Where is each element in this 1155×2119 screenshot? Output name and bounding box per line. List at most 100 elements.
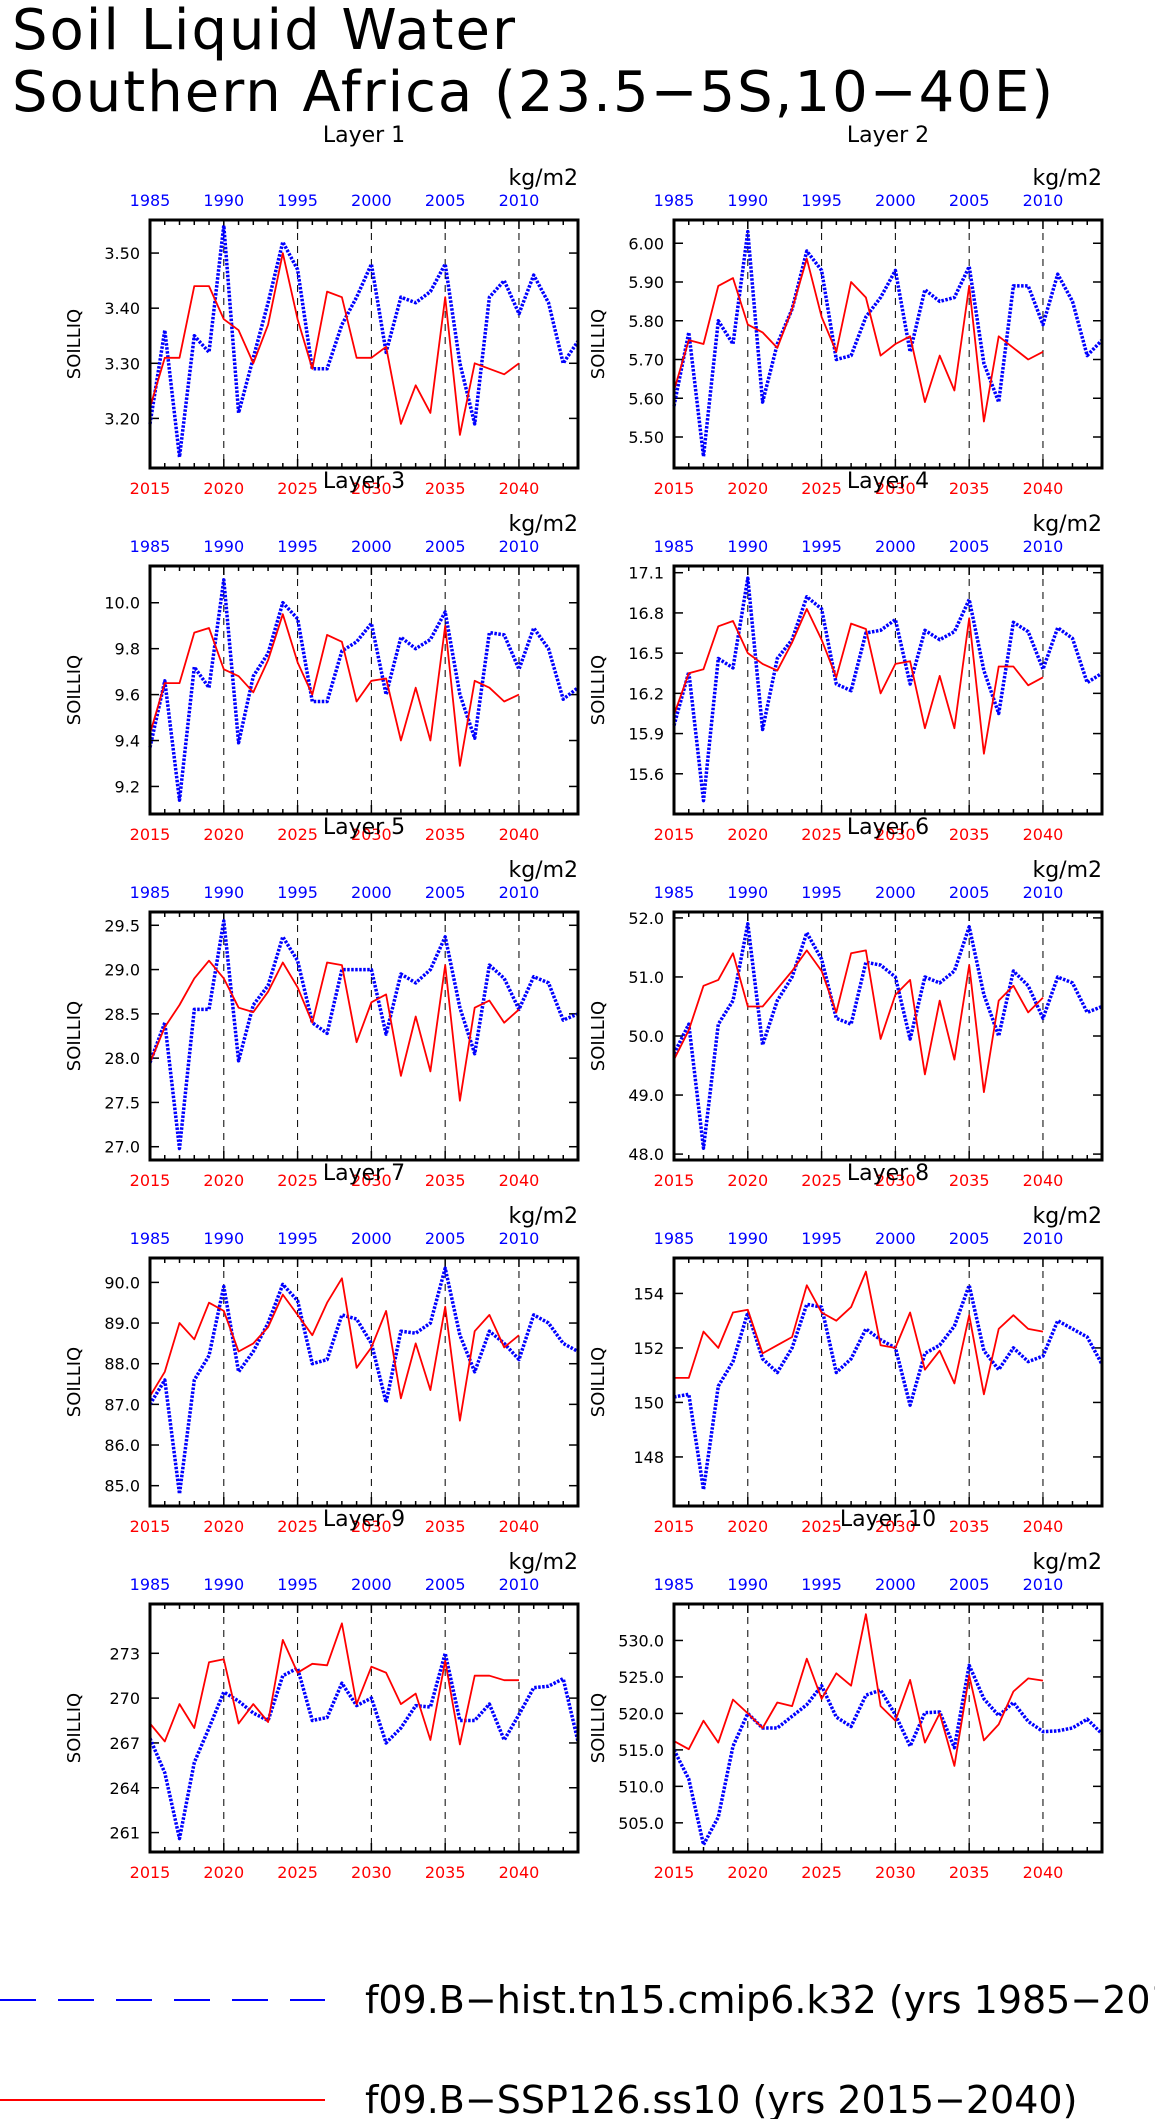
- series-line-ssp: [673, 1613, 1044, 1767]
- x-tick-label-bottom: 2015: [130, 825, 171, 844]
- y-tick-label: 270: [109, 1689, 140, 1708]
- x-tick-label-bottom: 2030: [875, 1171, 916, 1190]
- x-tick-label-bottom: 2020: [203, 1517, 244, 1536]
- y-tick-label: 267: [109, 1734, 140, 1753]
- x-tick-label-top: 1990: [203, 191, 244, 210]
- x-tick-label-top: 1990: [727, 537, 768, 556]
- plot-frame: [148, 910, 580, 1162]
- x-tick-label-bottom: 2040: [499, 1517, 540, 1536]
- x-tick-label-top: 1995: [801, 537, 842, 556]
- series-line-hist: [672, 229, 1104, 459]
- y-axis-label: SOILLIQ: [588, 309, 609, 379]
- x-tick-label-bottom: 2015: [654, 479, 695, 498]
- x-tick-label-bottom: 2040: [1023, 1863, 1064, 1882]
- x-tick-label-bottom: 2040: [1023, 1171, 1064, 1190]
- chart-title: Layer 7: [323, 1161, 405, 1186]
- y-tick-label: 87.0: [104, 1395, 140, 1414]
- series-line-hist: [148, 1651, 580, 1841]
- series-line-hist: [672, 576, 1103, 803]
- chart-title: Layer 3: [323, 469, 405, 494]
- chart-title: Layer 9: [323, 1507, 405, 1532]
- x-tick-label-top: 1995: [277, 191, 318, 210]
- x-tick-label-top: 1985: [654, 191, 695, 210]
- x-tick-label-top: 2010: [499, 1575, 540, 1594]
- chart-units: kg/m2: [508, 858, 578, 883]
- chart-units: kg/m2: [1032, 512, 1102, 537]
- x-tick-label-bottom: 2030: [351, 1517, 392, 1536]
- y-tick-label: 9.6: [115, 686, 140, 705]
- x-tick-label-top: 1990: [727, 1575, 768, 1594]
- x-tick-label-top: 1995: [277, 537, 318, 556]
- y-tick-label: 3.40: [104, 299, 140, 318]
- x-tick-label-top: 1985: [130, 883, 171, 902]
- x-tick-label-top: 1985: [654, 537, 695, 556]
- y-tick-label: 9.2: [115, 777, 140, 796]
- series-line-hist: [148, 1266, 579, 1496]
- x-tick-label-bottom: 2015: [654, 1517, 695, 1536]
- x-tick-label-top: 1990: [203, 537, 244, 556]
- chart-panel-6: Layer 6 kg/m2 SOILLIQ 2015 2020 2025 2030 2035 2…: [588, 815, 1104, 1190]
- x-tick-label-top: 1995: [801, 1575, 842, 1594]
- x-tick-label-top: 2005: [425, 191, 466, 210]
- chart-panel-9: Layer 9 kg/m2 SOILLIQ 2015 2020 2025 2030 2035 2…: [64, 1507, 580, 1882]
- x-tick-label-bottom: 2030: [875, 479, 916, 498]
- x-tick-label-top: 2000: [875, 1229, 916, 1248]
- y-tick-label: 525.0: [618, 1668, 664, 1687]
- x-tick-label-top: 1990: [203, 883, 244, 902]
- chart-units: kg/m2: [1032, 166, 1102, 191]
- x-tick-label-top: 2005: [425, 883, 466, 902]
- x-tick-label-top: 2000: [351, 1229, 392, 1248]
- y-axis-label: SOILLIQ: [588, 1347, 609, 1417]
- x-tick-label-bottom: 2015: [130, 1863, 171, 1882]
- y-tick-label: 51.0: [628, 968, 664, 987]
- x-tick-label-bottom: 2015: [654, 1863, 695, 1882]
- x-tick-label-bottom: 2025: [277, 1863, 318, 1882]
- y-tick-label: 9.4: [115, 732, 140, 751]
- x-tick-label-bottom: 2035: [949, 479, 990, 498]
- legend: f09.B−hist.tn15.cmip6.k32 (yrs 1985−2014…: [0, 1978, 1155, 2119]
- series-line-ssp: [149, 252, 520, 436]
- x-tick-label-top: 1985: [130, 191, 171, 210]
- legend-label-ssp: f09.B−SSP126.ss10 (yrs 2015−2040): [365, 2078, 1077, 2119]
- series-line-ssp: [673, 257, 1044, 423]
- x-tick-label-bottom: 2025: [277, 825, 318, 844]
- x-tick-label-top: 2000: [351, 191, 392, 210]
- y-tick-label: 86.0: [104, 1436, 140, 1455]
- x-tick-label-top: 1985: [130, 1229, 171, 1248]
- x-tick-label-top: 2010: [1023, 1229, 1064, 1248]
- y-tick-label: 10.0: [104, 594, 140, 613]
- y-axis-label: SOILLIQ: [64, 1347, 85, 1417]
- x-tick-label-bottom: 2030: [875, 1863, 916, 1882]
- chart-title: Layer 1: [323, 123, 405, 148]
- y-tick-label: 6.00: [628, 234, 664, 253]
- y-tick-label: 154: [633, 1284, 664, 1303]
- x-tick-label-bottom: 2035: [425, 1517, 466, 1536]
- x-tick-label-bottom: 2015: [130, 1171, 171, 1190]
- chart-panel-4: Layer 4 kg/m2 SOILLIQ 2015 2020 2025 2030 2035 2…: [588, 469, 1104, 844]
- x-tick-label-bottom: 2025: [801, 1171, 842, 1190]
- chart-units: kg/m2: [1032, 1550, 1102, 1575]
- series-line-ssp: [673, 949, 1044, 1093]
- chart-panel-5: Layer 5 kg/m2 SOILLIQ 2015 2020 2025 2030 2035 2…: [64, 815, 580, 1190]
- x-tick-label-bottom: 2025: [801, 825, 842, 844]
- x-tick-label-top: 2010: [499, 191, 540, 210]
- x-tick-label-top: 2000: [351, 883, 392, 902]
- y-tick-label: 150: [633, 1393, 664, 1412]
- plot-frame: [148, 1602, 580, 1854]
- y-axis-label: SOILLIQ: [64, 309, 85, 379]
- series-line-hist: [673, 1283, 1104, 1492]
- y-tick-label: 27.5: [104, 1093, 140, 1112]
- series-line-hist: [148, 919, 579, 1151]
- x-tick-label-bottom: 2020: [727, 1171, 768, 1190]
- x-tick-label-top: 1995: [277, 883, 318, 902]
- x-tick-label-top: 2010: [1023, 191, 1064, 210]
- x-tick-label-top: 1990: [203, 1229, 244, 1248]
- y-tick-label: 88.0: [104, 1355, 140, 1374]
- y-tick-label: 530.0: [618, 1631, 664, 1650]
- series-line-hist: [672, 1663, 1104, 1847]
- x-tick-label-bottom: 2015: [654, 1171, 695, 1190]
- y-axis-label: SOILLIQ: [588, 1693, 609, 1763]
- x-tick-label-top: 2000: [875, 1575, 916, 1594]
- chart-title: Layer 5: [323, 815, 405, 840]
- plot-frame: [672, 564, 1104, 816]
